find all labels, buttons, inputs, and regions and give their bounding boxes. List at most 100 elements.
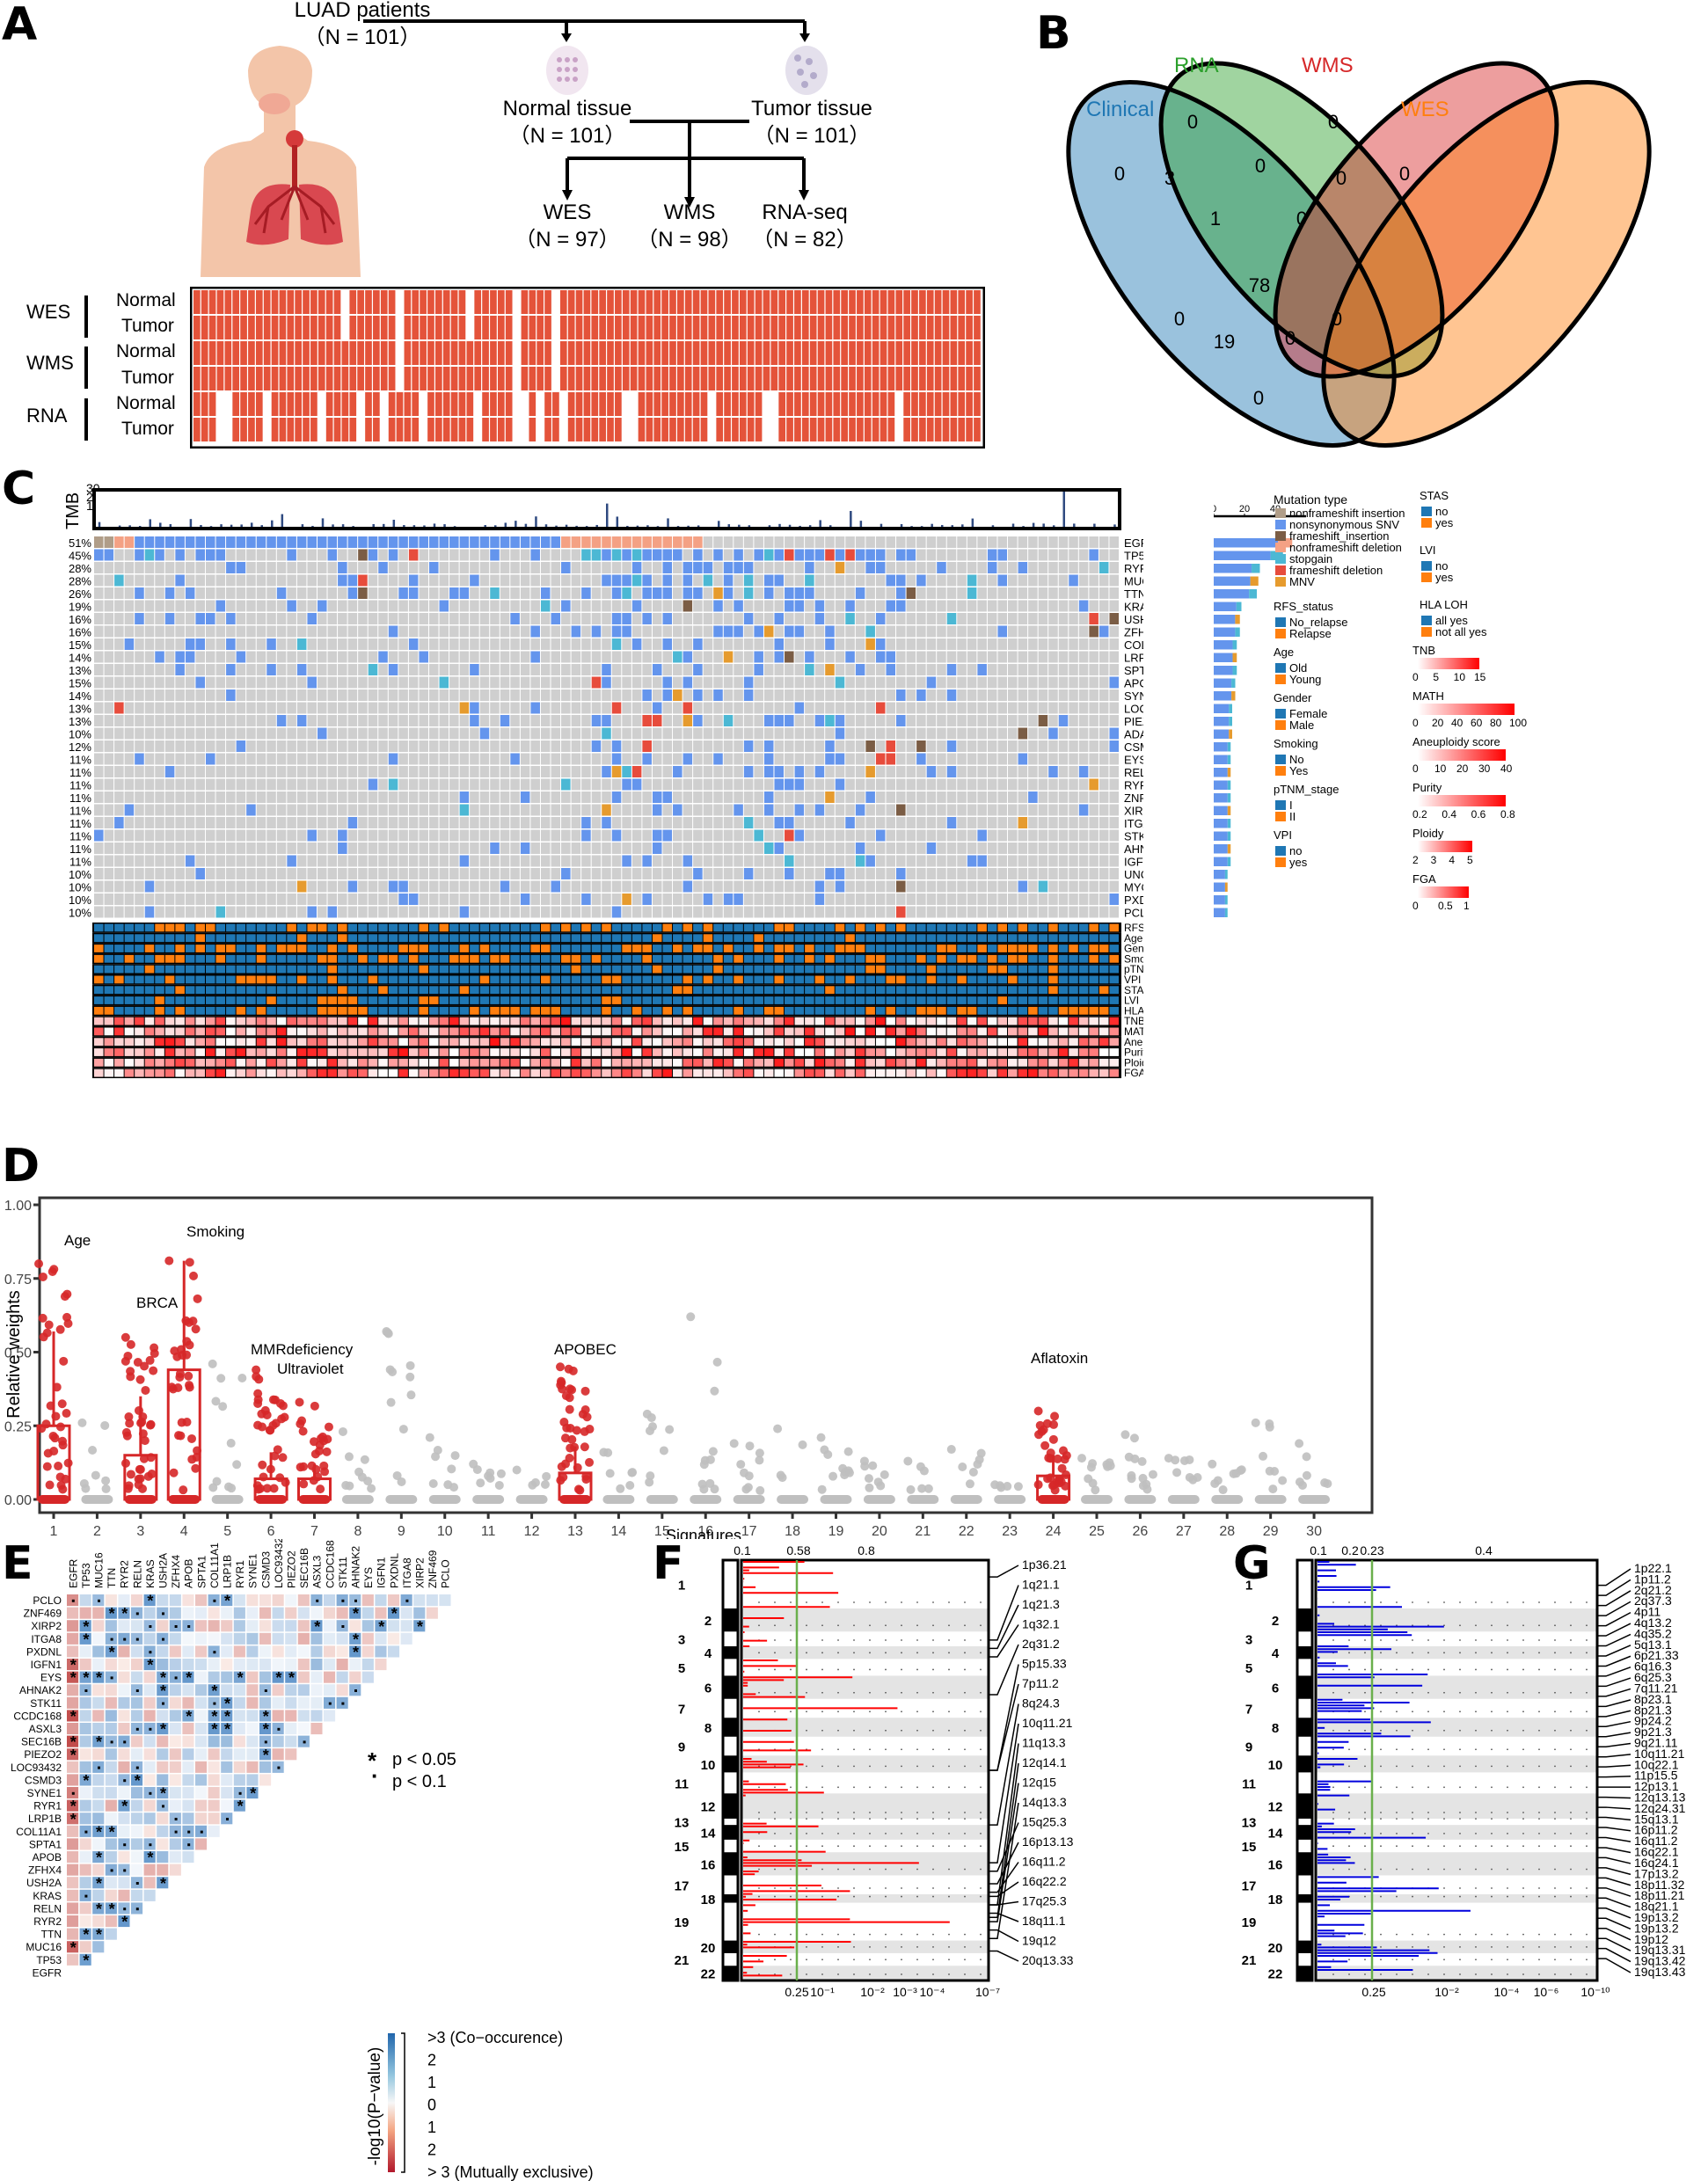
mutation-cell: [906, 574, 916, 587]
mutation-cell: [246, 855, 256, 867]
mutation-cell: [946, 740, 957, 752]
mutation-cell: [916, 651, 926, 663]
mutation-cell: [673, 689, 682, 701]
clinical-cell: [785, 954, 794, 963]
mutation-cell: [215, 804, 226, 816]
mutation-cell: [347, 702, 358, 714]
mutation-cell: [946, 766, 957, 777]
mutation-cell: [693, 868, 703, 879]
mutation-cell: [388, 689, 398, 701]
mutation-cell: [896, 842, 906, 854]
mutation-cell: [215, 536, 226, 548]
mutation-cell: [1028, 638, 1038, 650]
mutation-cell: [1008, 651, 1018, 663]
clinical-cell: [327, 1017, 338, 1025]
mutation-cell: [419, 753, 428, 765]
sample-cell: [700, 367, 708, 390]
mutation-cell: [1099, 766, 1109, 777]
mutation-cell: [551, 753, 561, 765]
mutation-cell: [500, 817, 510, 828]
clinical-cell: [886, 1027, 896, 1036]
mutation-cell: [408, 778, 419, 791]
sample-cell: [396, 418, 404, 441]
mutation-cell: [449, 613, 459, 624]
mutation-cell: [1069, 651, 1078, 663]
mutation-cell: [226, 638, 236, 650]
mutation-cell: [561, 906, 571, 918]
mutation-cell: [327, 817, 338, 828]
tmb-bar: [1032, 522, 1035, 527]
mutation-cell: [94, 625, 104, 638]
mutation-cell: [266, 842, 276, 854]
clinical-cell: [236, 1006, 246, 1015]
clinical-cell: [631, 986, 642, 995]
clinical-cell: [987, 965, 997, 974]
mutation-cell: [246, 804, 256, 816]
mutation-cell: [967, 855, 977, 867]
mutation-cell: [997, 894, 1008, 905]
mutation-cell: [703, 574, 713, 587]
sample-cell: [872, 392, 880, 416]
clinical-cell: [957, 1027, 967, 1036]
mutation-cell: [510, 791, 520, 803]
mutation-cell: [215, 791, 226, 803]
mutation-cell: [1038, 906, 1048, 918]
sample-cell: [567, 290, 575, 314]
clinical-cell: [937, 1006, 946, 1015]
clinical-cell: [682, 923, 693, 932]
mutation-cell: [957, 855, 967, 867]
mutation-cell: [408, 536, 419, 548]
mutation-cell: [926, 804, 937, 816]
mutation-cell: [794, 842, 805, 854]
mutation-cell: [591, 613, 602, 624]
mutation-cell: [631, 804, 642, 816]
mutation-cell: [845, 880, 855, 893]
clinical-cell: [338, 975, 347, 984]
clinical-cell: [398, 1006, 408, 1015]
clinical-cell: [896, 996, 906, 1004]
tmb-bar: [311, 525, 314, 527]
mutation-cell: [104, 868, 114, 879]
clinical-cell: [479, 1006, 490, 1015]
sample-cell: [880, 341, 887, 365]
clinical-cell: [825, 1017, 835, 1025]
clinical-cell: [997, 1017, 1008, 1025]
clinical-cell: [794, 965, 805, 974]
mutation-cell: [358, 868, 368, 879]
mutation-cell: [845, 842, 855, 854]
mutation-cell: [763, 778, 774, 791]
mutation-cell: [388, 868, 398, 879]
mutation-cell: [155, 689, 164, 701]
sample-cell: [599, 392, 606, 416]
mutation-cell: [479, 587, 490, 599]
mutation-cell: [571, 880, 581, 893]
mutation-cell: [581, 906, 591, 918]
mutation-cell: [378, 894, 388, 905]
mutation-cell: [1018, 791, 1028, 803]
mutation-cell: [703, 549, 713, 561]
mutation-cell: [734, 536, 743, 548]
mutation-cell: [734, 587, 743, 599]
mutation-cell: [1048, 625, 1058, 638]
clinical-cell: [906, 923, 916, 932]
mutation-cell: [164, 676, 175, 689]
sample-cell: [497, 367, 505, 390]
mutation-cell: [622, 894, 631, 905]
clinical-cell: [287, 945, 296, 952]
sample-cell: [583, 367, 591, 390]
mutation-cell: [296, 829, 307, 842]
mutation-cell: [500, 778, 510, 791]
mutation-cell: [205, 549, 215, 561]
mutation-cell: [124, 817, 135, 828]
mutation-cell: [317, 702, 327, 714]
mutation-cell: [581, 625, 591, 638]
mutation-cell: [490, 651, 500, 663]
mutation-cell: [1048, 855, 1058, 867]
clinical-cell: [713, 923, 723, 932]
sample-cell: [786, 367, 793, 390]
mutation-cell: [1028, 587, 1038, 599]
clinical-cell: [682, 1038, 693, 1047]
mutation-cell: [602, 613, 611, 624]
sample-cell: [919, 367, 926, 390]
mutation-cell: [1028, 880, 1038, 893]
